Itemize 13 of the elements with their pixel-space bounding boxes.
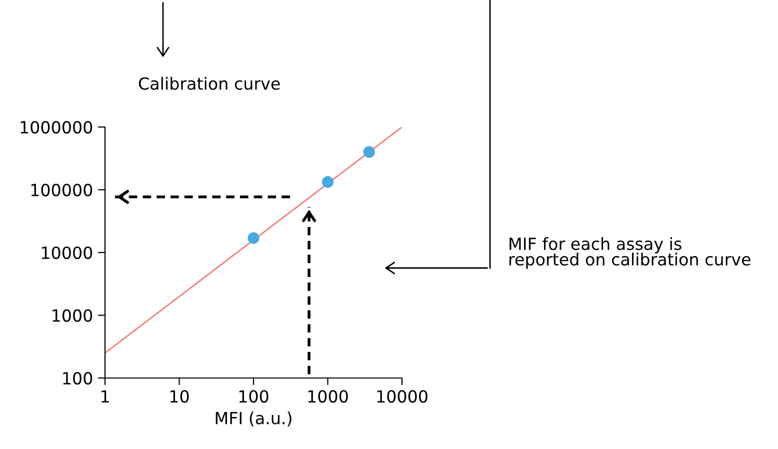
x-tick-label: 10 [170,390,189,403]
x-tick-label: 100 [239,390,268,403]
y-tick-label: 100 [63,372,92,385]
y-tick-label: 10000 [42,246,92,260]
x-tick-label: 1000 [308,390,348,403]
y-tick-label: 1000000 [20,120,92,134]
x-tick-label: 1 [102,390,109,402]
x-axis-title: MFI (a.u.) [216,412,292,426]
x-tick-label: 10000 [377,390,428,403]
text: MIF for each assay is reported on calibration curve [510,237,750,269]
y-tick-label: 100000 [31,184,92,196]
chart-title: Calibration curve [138,76,280,90]
y-tick-label: 1000 [52,309,92,322]
